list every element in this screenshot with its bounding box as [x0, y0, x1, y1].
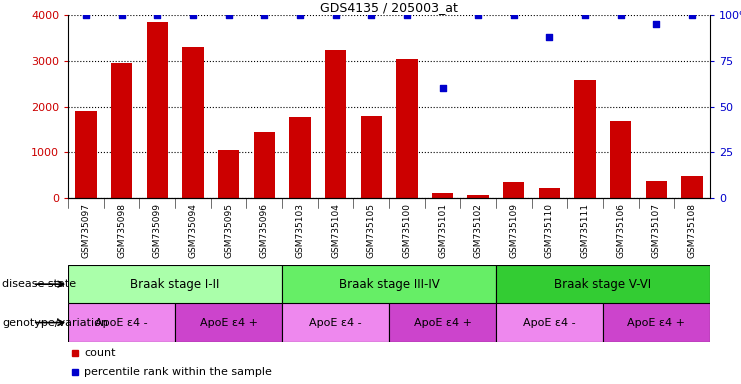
Text: ApoE ε4 +: ApoE ε4 +	[199, 318, 258, 328]
Text: GSM735106: GSM735106	[617, 203, 625, 258]
Bar	[603, 303, 710, 342]
Point	[651, 22, 662, 28]
Point	[472, 12, 484, 18]
Point	[80, 12, 92, 18]
Bar	[539, 188, 560, 198]
Text: ApoE ε4 +: ApoE ε4 +	[628, 318, 685, 328]
Point	[686, 12, 698, 18]
Text: count: count	[84, 348, 116, 358]
Text: percentile rank within the sample: percentile rank within the sample	[84, 367, 272, 377]
Bar	[282, 265, 496, 303]
Point	[259, 12, 270, 18]
Bar	[325, 50, 346, 198]
Bar	[68, 303, 175, 342]
Bar	[610, 121, 631, 198]
Point	[579, 12, 591, 18]
Text: GSM735108: GSM735108	[688, 203, 697, 258]
Text: GSM735110: GSM735110	[545, 203, 554, 258]
Text: GSM735102: GSM735102	[473, 203, 482, 258]
Bar	[682, 176, 702, 198]
Bar	[432, 193, 453, 198]
Bar	[503, 182, 525, 198]
Text: disease state: disease state	[2, 279, 76, 289]
Bar	[496, 265, 710, 303]
Bar	[468, 195, 489, 198]
Text: Braak stage III-IV: Braak stage III-IV	[339, 278, 439, 291]
Text: GSM735104: GSM735104	[331, 203, 340, 258]
Text: ApoE ε4 -: ApoE ε4 -	[309, 318, 362, 328]
Bar	[147, 22, 168, 198]
Text: Braak stage I-II: Braak stage I-II	[130, 278, 220, 291]
Point	[151, 12, 163, 18]
Point	[401, 12, 413, 18]
Bar	[496, 303, 603, 342]
Text: GSM735094: GSM735094	[188, 203, 197, 258]
Text: GSM735096: GSM735096	[260, 203, 269, 258]
Point	[615, 12, 627, 18]
Bar	[645, 181, 667, 198]
Text: GSM735109: GSM735109	[509, 203, 518, 258]
Bar	[282, 303, 389, 342]
Point	[543, 34, 555, 40]
Bar	[361, 116, 382, 198]
Point	[116, 12, 127, 18]
Text: GSM735099: GSM735099	[153, 203, 162, 258]
Text: genotype/variation: genotype/variation	[2, 318, 108, 328]
Bar	[396, 59, 417, 198]
Text: GSM735107: GSM735107	[652, 203, 661, 258]
Bar	[253, 132, 275, 198]
Text: GSM735111: GSM735111	[581, 203, 590, 258]
Text: GSM735098: GSM735098	[117, 203, 126, 258]
Text: Braak stage V-VI: Braak stage V-VI	[554, 278, 651, 291]
Bar	[76, 111, 96, 198]
Point	[508, 12, 519, 18]
Bar	[182, 47, 204, 198]
Point	[436, 85, 448, 91]
Bar	[111, 63, 133, 198]
Point	[294, 12, 306, 18]
Point	[187, 12, 199, 18]
Text: GSM735100: GSM735100	[402, 203, 411, 258]
Bar	[218, 150, 239, 198]
Title: GDS4135 / 205003_at: GDS4135 / 205003_at	[320, 1, 458, 14]
Text: GSM735101: GSM735101	[438, 203, 447, 258]
Bar	[389, 303, 496, 342]
Text: ApoE ε4 -: ApoE ε4 -	[523, 318, 576, 328]
Point	[330, 12, 342, 18]
Text: ApoE ε4 -: ApoE ε4 -	[96, 318, 148, 328]
Text: GSM735103: GSM735103	[296, 203, 305, 258]
Text: ApoE ε4 +: ApoE ε4 +	[413, 318, 471, 328]
Bar	[289, 117, 310, 198]
Bar	[68, 265, 282, 303]
Text: GSM735097: GSM735097	[82, 203, 90, 258]
Bar	[574, 80, 596, 198]
Point	[222, 12, 234, 18]
Text: GSM735095: GSM735095	[224, 203, 233, 258]
Point	[365, 12, 377, 18]
Bar	[175, 303, 282, 342]
Text: GSM735105: GSM735105	[367, 203, 376, 258]
